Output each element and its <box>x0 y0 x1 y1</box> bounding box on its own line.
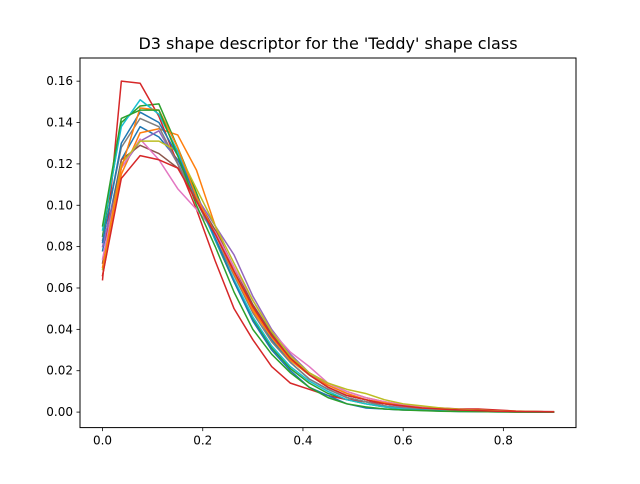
y-tick-label: 0.16 <box>46 74 73 88</box>
x-tick-label: 0.6 <box>394 434 413 448</box>
y-tick-label: 0.14 <box>46 116 73 130</box>
y-tick-label: 0.06 <box>46 281 73 295</box>
y-tick-label: 0.08 <box>46 240 73 254</box>
series-line-2 <box>101 127 555 413</box>
y-tick-label: 0.12 <box>46 157 73 171</box>
series-line-14 <box>101 154 555 413</box>
series-line-13 <box>101 109 555 413</box>
series-line-12 <box>101 107 555 413</box>
series-line-5 <box>101 130 555 413</box>
x-tick-label: 0.0 <box>93 434 112 448</box>
series-line-6 <box>101 144 555 413</box>
y-axis: 0.00 0.02 0.04 0.06 0.08 0.10 0.12 0.14 0.16 <box>46 74 80 419</box>
series-line-7 <box>101 138 555 413</box>
series-lines <box>101 80 555 413</box>
series-line-1 <box>101 125 555 413</box>
x-tick-label: 0.8 <box>494 434 513 448</box>
series-line-9 <box>101 140 555 413</box>
x-axis: 0.0 0.2 0.4 0.6 0.8 <box>93 427 513 448</box>
y-tick-label: 0.10 <box>46 198 73 212</box>
chart-title: D3 shape descriptor for the 'Teddy' shap… <box>138 34 517 53</box>
y-tick-label: 0.04 <box>46 322 73 336</box>
plot-frame <box>79 57 577 429</box>
y-tick-label: 0.02 <box>46 364 73 378</box>
x-tick-label: 0.2 <box>193 434 212 448</box>
series-line-11 <box>101 111 555 413</box>
y-tick-label: 0.00 <box>46 405 73 419</box>
x-tick-label: 0.4 <box>293 434 312 448</box>
